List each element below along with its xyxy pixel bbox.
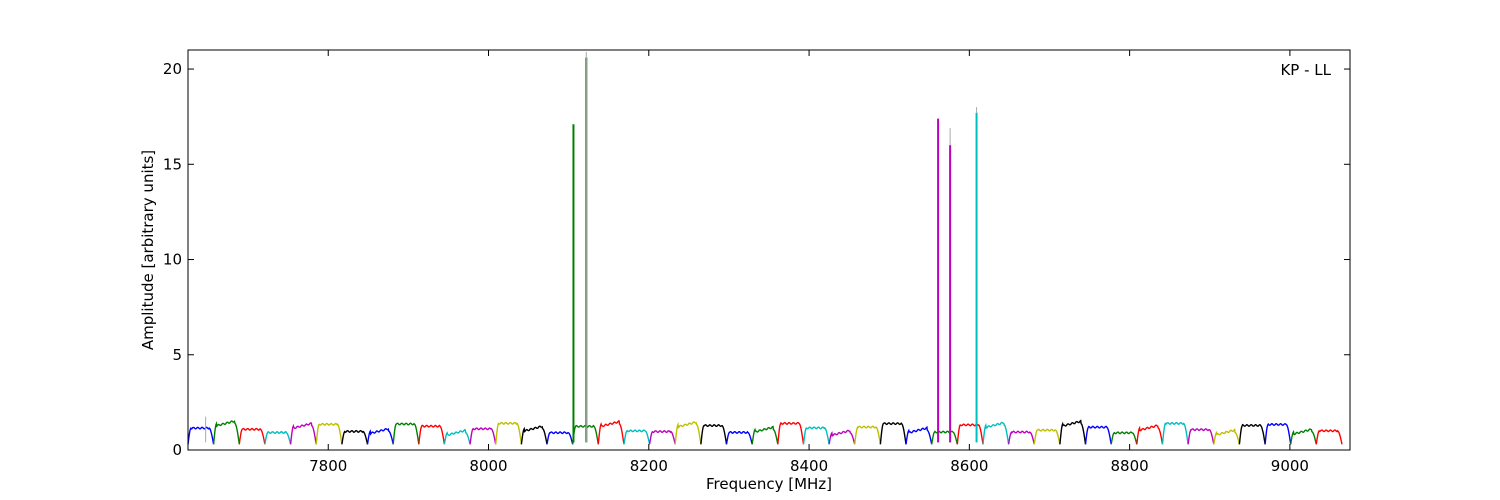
channel-curve (1136, 424, 1164, 445)
channel-curve (1161, 421, 1189, 445)
channel-curve (187, 426, 215, 445)
spike-layer (205, 51, 978, 443)
channel-curve (854, 425, 882, 445)
y-axis-label: Amplitude [arbitrary units] (139, 150, 157, 350)
channel-curve (418, 424, 446, 445)
channel-curve (315, 422, 343, 445)
channel-curve (700, 424, 728, 445)
channel-curve (1033, 428, 1061, 445)
x-tick-label: 8000 (469, 457, 507, 475)
channel-curve (1315, 429, 1343, 445)
channel-curve (1290, 428, 1317, 445)
channel-curve (392, 422, 420, 445)
channel-curve (443, 428, 471, 445)
channel-curve (1213, 428, 1241, 445)
plot-frame (187, 49, 1351, 451)
x-tick-label: 9000 (1271, 457, 1309, 475)
y-tick-label: 10 (163, 251, 182, 269)
channel-curve (931, 430, 958, 445)
channel-curve (341, 429, 369, 445)
x-tick-label: 8600 (950, 457, 988, 475)
channel-curve (212, 419, 240, 445)
channel-curve (725, 430, 753, 445)
channel-curve (546, 431, 574, 445)
channel-curve (1084, 425, 1112, 445)
channel-curve (1238, 423, 1266, 445)
channel-curve (956, 423, 984, 445)
channel-curve (1264, 422, 1292, 445)
channel-curve (623, 429, 651, 445)
x-tick-label: 8200 (630, 457, 668, 475)
channel-curve (1059, 419, 1087, 445)
channel-curve (905, 425, 933, 445)
channel-curve (289, 422, 317, 445)
x-tick-label: 7800 (309, 457, 347, 475)
channel-curve (1110, 431, 1138, 445)
y-tick-label: 0 (172, 441, 182, 459)
y-tick-label: 15 (163, 155, 182, 173)
channel-curve (469, 427, 497, 445)
x-tick-label: 8800 (1111, 457, 1149, 475)
plot-area (188, 50, 1350, 450)
channel-curve (520, 425, 548, 445)
channel-curve (879, 422, 907, 445)
channel-curve (1187, 428, 1215, 445)
series-layer (187, 419, 1343, 445)
chart-annotation: KP - LL (1280, 61, 1331, 79)
channel-curve (1007, 430, 1035, 445)
channel-curve (366, 427, 394, 445)
channel-curve (777, 421, 805, 445)
y-axis: 0 5 10 15 20 (163, 60, 1350, 459)
channel-curve (828, 429, 856, 445)
channel-curve (802, 426, 830, 445)
x-axis: 7800 8000 8200 8400 8600 8800 9000 (309, 50, 1309, 475)
x-tick-label: 8400 (790, 457, 828, 475)
channel-curve (238, 427, 266, 445)
channel-curve (264, 430, 292, 445)
x-axis-label: Frequency [MHz] (706, 475, 832, 493)
channel-curve (982, 421, 1010, 445)
channel-curve (674, 421, 702, 445)
channel-curve (495, 421, 523, 445)
channel-curve (597, 420, 625, 445)
y-tick-label: 20 (163, 60, 182, 78)
channel-curve (751, 425, 779, 445)
channel-curve (648, 430, 676, 445)
y-tick-label: 5 (172, 346, 182, 364)
